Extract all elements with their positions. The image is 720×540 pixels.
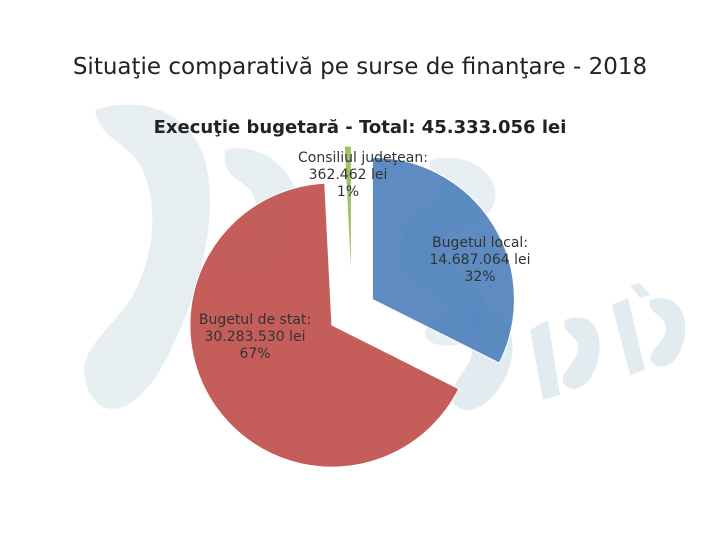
slice-percent: 32% [464, 269, 496, 285]
slice-name: Bugetul de stat: [198, 312, 312, 328]
data-label-bugetul-de-stat: Bugetul de stat: 30.283.530 lei 67% [185, 312, 325, 363]
data-label-bugetul-local: Bugetul local: 14.687.064 lei 32% [420, 235, 540, 286]
slice-value: 14.687.064 lei [429, 252, 531, 268]
slice-value: 30.283.530 lei [204, 329, 306, 345]
slice-bugetul-local [371, 156, 515, 364]
data-label-consiliul-judetean: Consiliul judeţean: 362.462 lei 1% [298, 150, 428, 201]
chart-title: Execuţie bugetară - Total: 45.333.056 le… [153, 117, 567, 138]
slice-name: Bugetul local: [431, 235, 529, 251]
slice-percent: 1% [336, 184, 360, 200]
slide-title: Situaţie comparativă pe surse de finanţa… [72, 54, 648, 80]
slice-value: 362.462 lei [308, 167, 388, 183]
slice-name: Consiliul judeţean: [298, 150, 428, 166]
slice-consiliul-judetean [343, 145, 352, 289]
slice-bugetul-de-stat [189, 182, 460, 468]
slice-percent: 67% [239, 346, 271, 362]
